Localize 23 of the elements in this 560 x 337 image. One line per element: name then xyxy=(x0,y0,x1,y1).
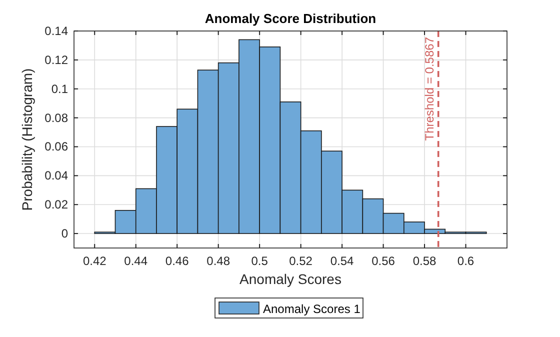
x-tick-label: 0.48 xyxy=(206,254,230,268)
y-tick-label: 0.06 xyxy=(44,140,68,154)
x-tick-label: 0.58 xyxy=(412,254,437,268)
x-tick-label: 0.56 xyxy=(372,254,396,268)
y-axis-title: Probability (Histogram) xyxy=(19,68,35,211)
y-tick-label: 0 xyxy=(61,226,68,241)
x-tick-label: 0.46 xyxy=(165,254,190,268)
x-tick-label: 0.44 xyxy=(124,254,148,268)
ref-line-label: Threshold = 0.5867 xyxy=(422,36,436,141)
y-tick-label: 0.02 xyxy=(44,198,68,212)
legend-label: Anomaly Scores 1 xyxy=(263,302,361,316)
y-tick-label: 0.04 xyxy=(44,168,68,183)
y-tick-label: 0.08 xyxy=(44,110,68,125)
x-tick-label: 0.6 xyxy=(457,254,474,268)
x-tick-label: 0.42 xyxy=(82,254,107,268)
y-tick-label: 0.14 xyxy=(44,24,68,38)
x-tick-label: 0.54 xyxy=(330,254,354,268)
y-tick-label: 0.1 xyxy=(51,82,68,96)
y-tick-label: 0.12 xyxy=(44,52,68,67)
chart-title: Anomaly Score Distribution xyxy=(204,11,376,26)
x-axis-title: Anomaly Scores xyxy=(240,271,342,287)
x-tick-label: 0.5 xyxy=(251,254,268,268)
x-tick-label: 0.52 xyxy=(289,254,313,268)
